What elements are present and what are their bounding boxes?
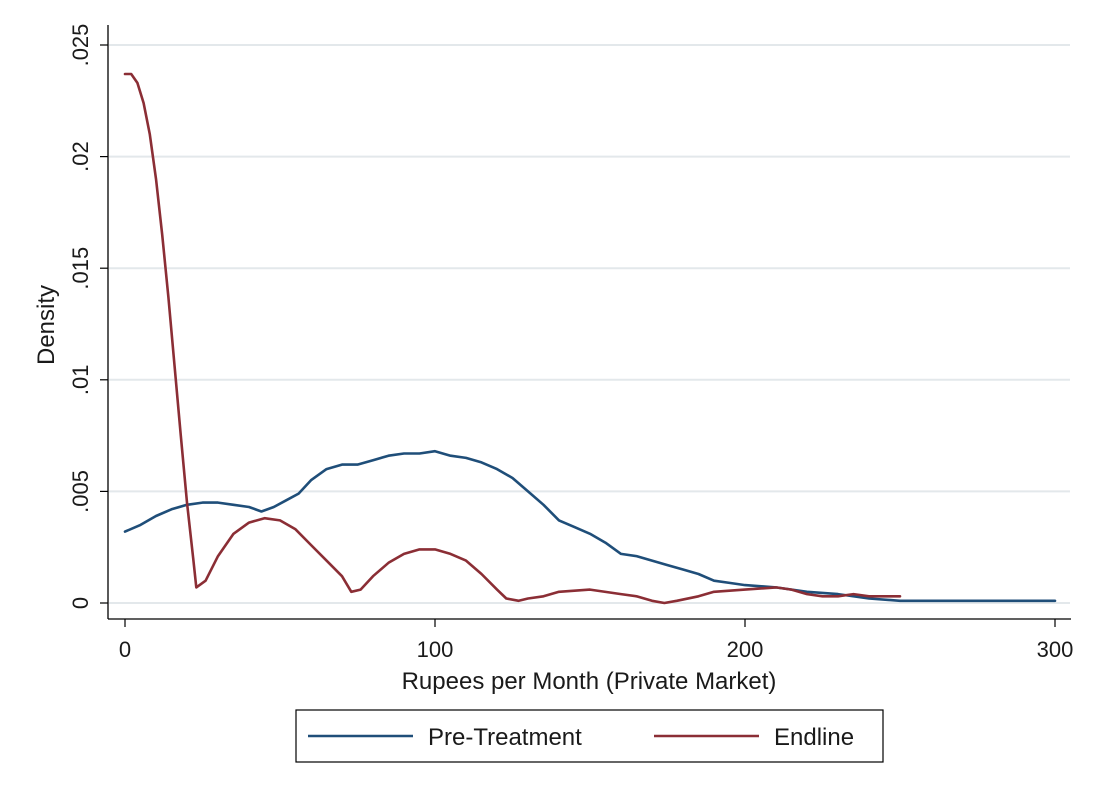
series-line-pre-treatment — [123, 449, 1057, 603]
legend-label-endline: Endline — [774, 724, 854, 751]
y-axis: 0 .005 .01 .015 .02 .025 — [68, 24, 108, 609]
y-axis-title: Density — [33, 285, 60, 365]
grid-lines — [109, 44, 1070, 604]
y-tick-label-0: 0 — [68, 597, 93, 609]
legend: Pre-Treatment Endline — [295, 709, 884, 763]
series-line-endline — [123, 72, 902, 605]
plot-area — [107, 25, 1071, 620]
y-tick-label-3: .015 — [68, 247, 93, 290]
x-axis-title: Rupees per Month (Private Market) — [402, 668, 777, 695]
series-lines — [123, 72, 1057, 605]
x-tick-label-3: 300 — [1037, 637, 1074, 662]
y-tick-label-5: .025 — [68, 24, 93, 67]
y-tick-label-1: .005 — [68, 470, 93, 513]
y-tick-label-2: .01 — [68, 365, 93, 396]
y-tick-label-4: .02 — [68, 141, 93, 172]
x-axis: 0 100 200 300 — [119, 619, 1073, 662]
legend-box — [295, 709, 884, 763]
x-tick-label-1: 100 — [417, 637, 454, 662]
legend-label-pre-treatment: Pre-Treatment — [428, 724, 582, 751]
x-tick-label-2: 200 — [727, 637, 764, 662]
x-tick-label-0: 0 — [119, 637, 131, 662]
